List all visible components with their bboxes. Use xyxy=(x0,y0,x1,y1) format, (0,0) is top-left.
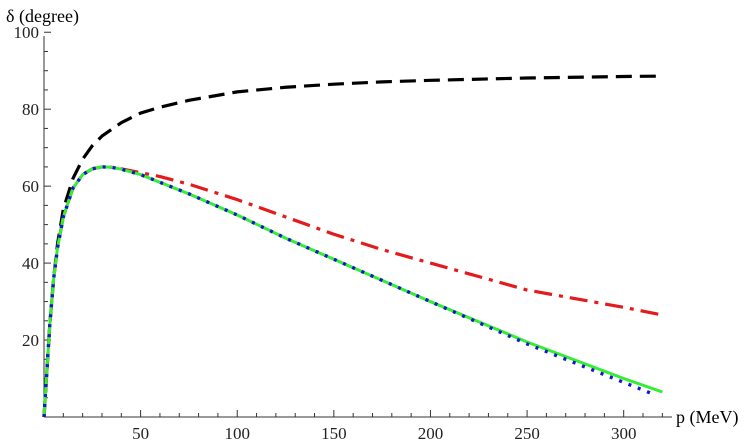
y-axis-title: δ (degree) xyxy=(6,6,79,27)
ticks: 50 100 150 200 250 300 20 40 60 80 100 xyxy=(14,23,663,443)
x-tick-label: 100 xyxy=(224,424,250,443)
y-tick-label: 80 xyxy=(22,100,39,119)
y-tick-label: 20 xyxy=(22,331,39,350)
x-tick-label: 150 xyxy=(321,424,347,443)
x-tick-label: 50 xyxy=(132,424,149,443)
y-tick-label: 100 xyxy=(14,23,40,42)
series-group xyxy=(42,74,663,418)
x-tick-label: 200 xyxy=(418,424,444,443)
series-line-dashed xyxy=(42,74,663,418)
x-tick-label: 300 xyxy=(611,424,637,443)
y-tick-label: 60 xyxy=(22,177,39,196)
series-line-dotted xyxy=(42,165,654,418)
x-axis-title: p (MeV) xyxy=(676,407,738,428)
series-line-solid xyxy=(42,165,663,418)
x-tick-label: 250 xyxy=(514,424,540,443)
series-line-dashdot xyxy=(42,165,663,418)
axes xyxy=(43,36,672,418)
y-tick-label: 40 xyxy=(22,254,39,273)
